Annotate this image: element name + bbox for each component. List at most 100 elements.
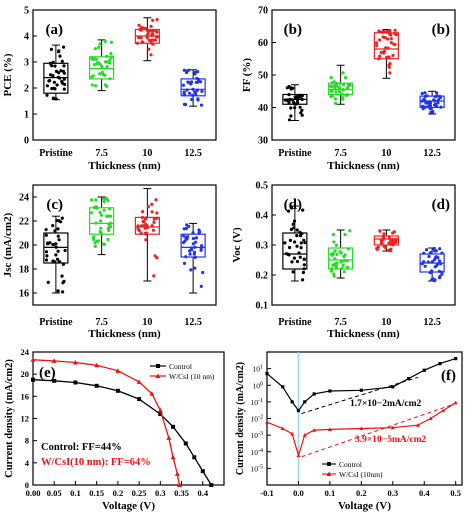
x-tick-label: 10: [381, 148, 391, 159]
data-point: [61, 281, 65, 285]
data-point: [140, 224, 144, 228]
y-tick-label: 8: [25, 436, 29, 446]
x-axis-label: Thickness (nm): [88, 328, 161, 340]
data-point: [329, 269, 333, 273]
data-point: [381, 237, 385, 242]
data-point: [188, 252, 192, 256]
series-marker: [312, 392, 316, 396]
data-point: [55, 257, 60, 261]
x-tick-label: 0.5: [450, 488, 461, 498]
data-point: [54, 253, 58, 257]
data-point: [102, 208, 106, 212]
y-tick-label: 18: [19, 265, 29, 276]
data-point: [98, 72, 102, 76]
data-point: [198, 230, 202, 234]
data-point: [295, 244, 299, 248]
data-point: [194, 240, 198, 244]
data-point: [106, 226, 110, 230]
data-point: [377, 57, 381, 61]
data-point: [102, 197, 106, 201]
legend-label: W/CsI (10nm): [339, 470, 383, 479]
data-point: [62, 77, 66, 81]
x-tick-label: 0.1: [70, 488, 81, 498]
data-point: [378, 54, 382, 58]
data-point: [51, 243, 55, 247]
x-tick-label: 7.5: [95, 148, 108, 159]
data-point: [342, 83, 346, 87]
data-point: [51, 224, 55, 228]
y-tick-label: 0: [25, 480, 29, 490]
data-point: [426, 260, 430, 264]
annotation-control-ff: Control: FF=44%: [41, 442, 122, 453]
data-point: [100, 64, 104, 69]
data-point: [293, 106, 297, 110]
data-point: [424, 100, 428, 104]
data-point: [106, 214, 110, 218]
data-point: [97, 45, 101, 50]
data-point: [435, 91, 439, 95]
data-point: [299, 241, 303, 245]
y-tick-label: 20: [19, 241, 29, 252]
data-point: [103, 73, 107, 77]
data-point: [388, 32, 392, 36]
panel-label: (f): [441, 368, 456, 384]
y-axis-label: Current density (mA/cm2): [235, 362, 246, 475]
y-tick-label: 0.5: [256, 181, 269, 192]
data-point: [431, 110, 435, 114]
data-point: [291, 270, 295, 274]
data-point: [109, 40, 114, 44]
box: [89, 56, 115, 80]
plot-frame: [32, 9, 217, 141]
data-point: [436, 98, 440, 102]
data-point: [389, 242, 393, 246]
x-axis-label: Thickness (nm): [327, 328, 400, 340]
data-point: [154, 35, 159, 39]
y-tick-label: 24: [19, 193, 29, 204]
data-point: [343, 233, 347, 237]
data-point: [424, 248, 429, 252]
data-point: [107, 228, 111, 233]
data-point: [341, 71, 345, 75]
data-point: [144, 238, 148, 242]
data-point: [341, 88, 345, 92]
data-point: [341, 263, 345, 267]
data-point: [45, 93, 49, 97]
data-point: [45, 84, 50, 88]
data-point: [285, 86, 289, 90]
data-point: [295, 228, 299, 232]
x-tick-label: Pristine: [278, 317, 312, 328]
data-point: [343, 76, 348, 80]
data-point: [98, 42, 102, 46]
annotation-control-j: 1.7×10−2mA/cm2: [350, 399, 421, 409]
data-point: [295, 259, 300, 264]
y-tick-label: 0.3: [256, 241, 269, 252]
x-tick-label: 7.5: [95, 317, 108, 328]
data-point: [181, 83, 185, 87]
data-point: [151, 228, 155, 232]
series-marker: [174, 471, 180, 476]
data-point: [332, 272, 336, 276]
y-axis-label: PCE (%): [2, 53, 14, 96]
data-point: [94, 198, 98, 202]
data-point: [298, 105, 302, 109]
data-point: [53, 87, 57, 91]
series-marker: [192, 455, 197, 460]
data-point: [423, 94, 427, 99]
y-tick-label: 16: [21, 391, 30, 401]
data-point: [152, 274, 156, 278]
series-marker: [390, 425, 395, 430]
series-marker: [52, 378, 57, 383]
data-point: [105, 54, 109, 59]
data-point: [191, 231, 195, 235]
data-point: [379, 50, 383, 55]
series-marker: [312, 428, 317, 432]
data-point: [47, 79, 51, 83]
series-marker: [302, 433, 307, 437]
data-point: [60, 216, 64, 220]
data-point: [348, 229, 352, 233]
data-point: [334, 243, 339, 247]
data-point: [337, 86, 341, 90]
data-point: [56, 289, 60, 293]
series-marker: [51, 358, 57, 363]
data-point: [140, 25, 144, 30]
